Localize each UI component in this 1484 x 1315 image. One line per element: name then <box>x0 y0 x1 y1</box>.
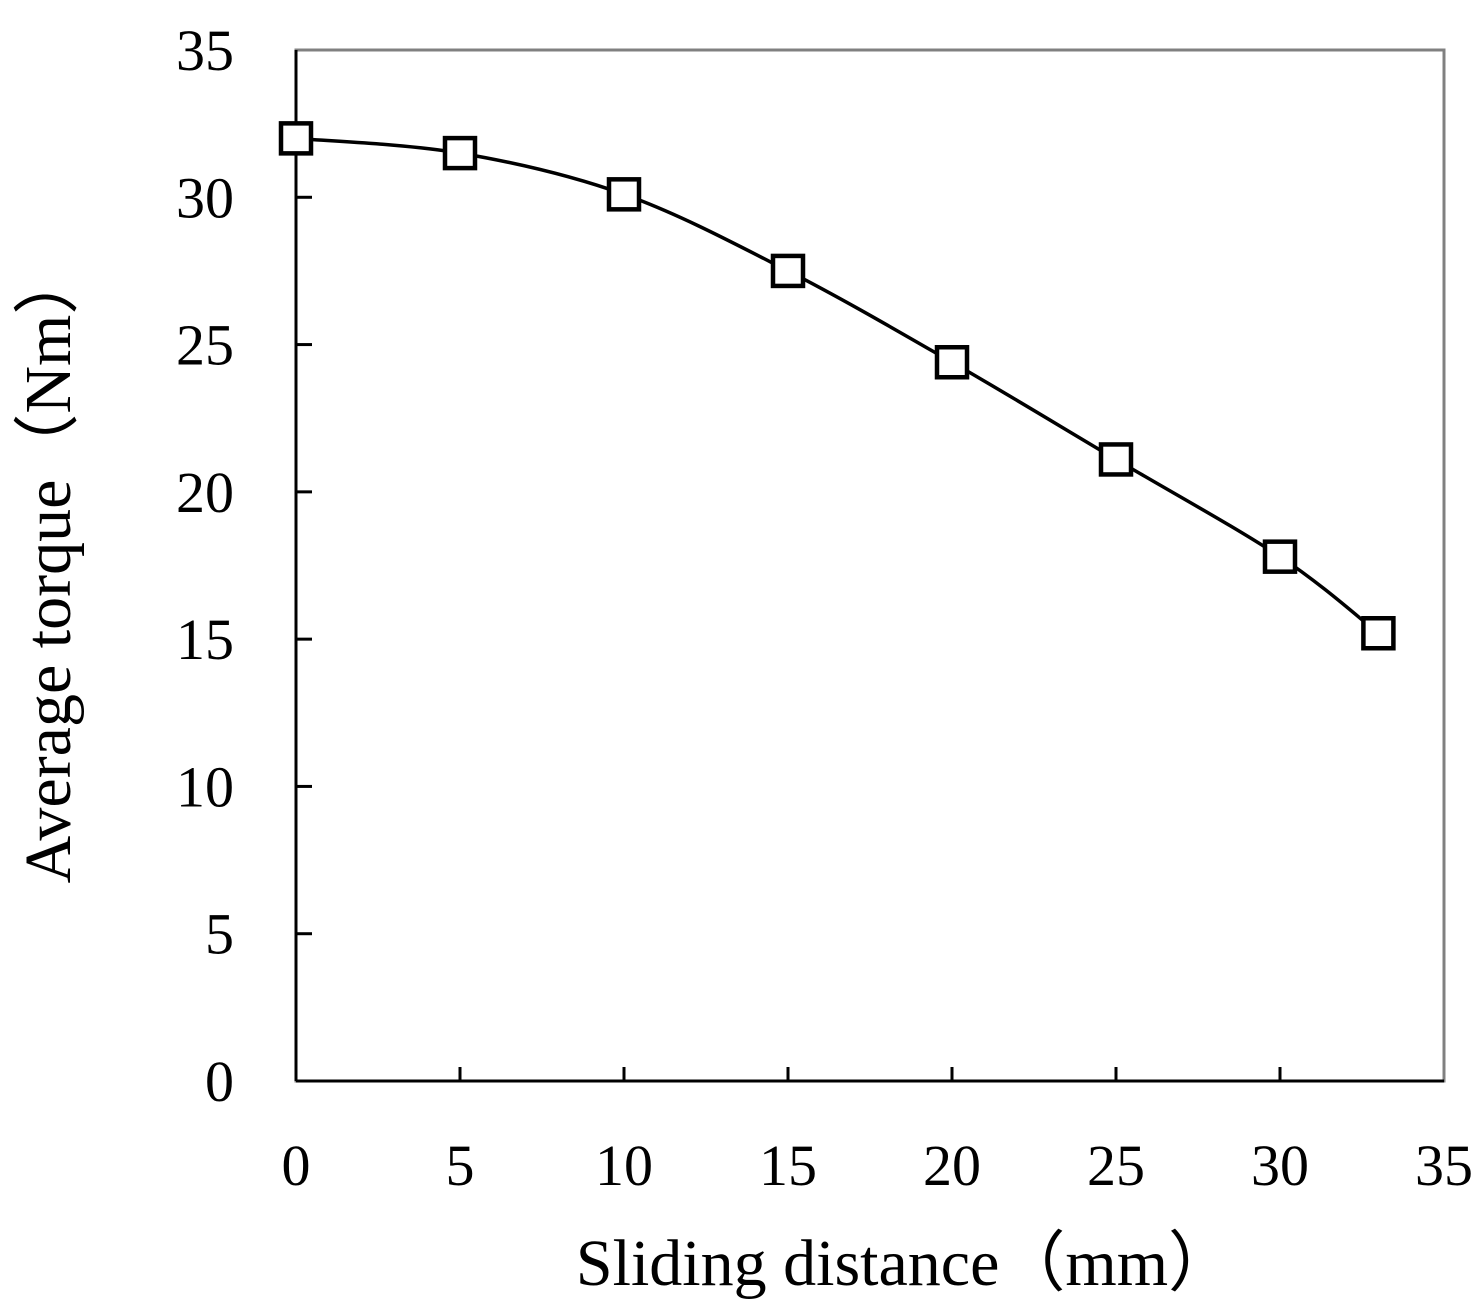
y-tick-label: 25 <box>176 313 234 378</box>
y-tick-label: 10 <box>176 754 234 819</box>
y-tick-label: 0 <box>205 1049 234 1114</box>
data-point-marker <box>278 121 314 156</box>
x-tick-label: 0 <box>282 1133 311 1198</box>
data-point-marker <box>1262 539 1298 574</box>
x-tick-label: 15 <box>759 1133 817 1198</box>
data-point-marker <box>442 135 478 171</box>
series-line <box>295 136 1380 635</box>
data-point-marker <box>1098 442 1134 477</box>
x-tick-label: 5 <box>446 1133 475 1198</box>
data-point-marker <box>934 344 970 380</box>
y-tick-label: 30 <box>176 165 234 230</box>
series-layer <box>278 121 1396 651</box>
x-tick-label: 30 <box>1251 1133 1309 1198</box>
x-tick-label: 10 <box>595 1133 653 1198</box>
data-point-marker <box>1361 616 1396 651</box>
y-axis-title: Average torque（Nm） <box>12 249 85 884</box>
data-point-marker <box>770 253 806 289</box>
x-tick-label: 20 <box>923 1133 981 1198</box>
data-point-marker <box>606 177 642 212</box>
x-axis-title: Sliding distance（mm） <box>576 1227 1234 1300</box>
y-tick-label: 35 <box>176 18 234 83</box>
y-tick-label: 15 <box>176 607 234 672</box>
x-tick-label: 35 <box>1415 1133 1473 1198</box>
ticks-layer: 0 5 10 15 20 25 30 35 0 5 10 15 20 25 30 35 <box>176 18 1473 1198</box>
y-tick-label: 5 <box>205 902 234 967</box>
y-tick-label: 20 <box>176 460 234 525</box>
x-tick-label: 25 <box>1087 1133 1145 1198</box>
